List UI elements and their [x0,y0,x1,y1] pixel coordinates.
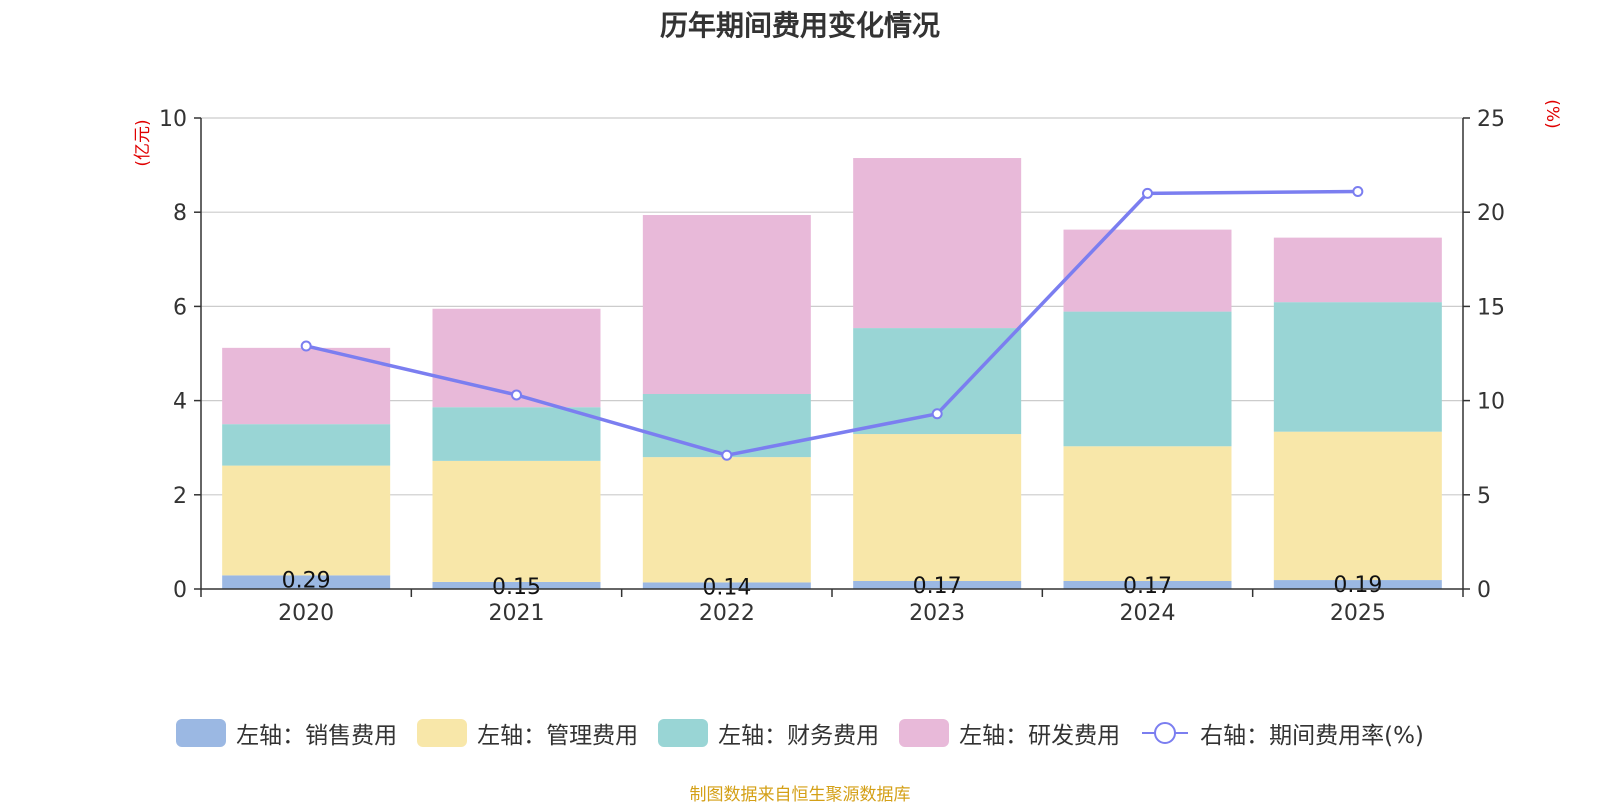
source-note: 制图数据来自恒生聚源数据库 [689,785,911,805]
legend-swatch-sales [176,719,227,747]
chart-title: 历年期间费用变化情况 [659,9,940,42]
legend-label-sales: 左轴：销售费用 [236,723,398,749]
rate-point [511,389,522,401]
bar-segment [1063,446,1232,581]
legend-item-admin[interactable]: 左轴：管理费用 [417,716,638,750]
bar-data-label: 0.19 [1333,573,1382,598]
rate-point [300,340,312,352]
rate-line [305,189,1358,458]
bar-segment [1063,229,1232,312]
y-right-axis-label: (%) [1542,99,1562,128]
legend-item-sales[interactable]: 左轴：销售费用 [176,716,397,750]
y-left-tick-label: 10 [159,107,187,132]
bar-segment [642,582,811,589]
bar-data-label: 0.17 [913,574,962,599]
bar-segment [222,575,391,589]
bar-segment [1273,302,1442,432]
x-tick-label: 2020 [278,601,334,626]
x-tick-label: 2023 [909,601,965,626]
bar-segment [1273,431,1442,581]
bar-segment [222,465,391,576]
y-right-tick-label: 5 [1477,484,1491,509]
rate-point [721,449,733,461]
y-right-tick-label: 15 [1477,295,1505,320]
y-right-tick-label: 10 [1477,390,1505,415]
rate-point [1142,187,1153,199]
bar-segment [853,434,1022,581]
bar-segment [853,580,1022,589]
y-right-tick-label: 25 [1477,107,1505,132]
bar-segment [642,215,811,395]
bar-segment [1063,311,1232,447]
y-left-tick-label: 2 [173,484,187,509]
y-left-tick-label: 8 [173,201,187,226]
rate-point [1352,185,1364,197]
bar-segment [642,394,811,458]
chart-svg: 02468100510152025(亿元)(%)0.2920200.152021… [133,99,1562,626]
x-tick-label: 2024 [1120,601,1176,626]
bar-segment [222,424,391,466]
bar-segment [1273,580,1442,589]
legend-item-finance[interactable]: 左轴：财务费用 [658,716,879,750]
y-right-tick-label: 0 [1477,578,1491,603]
legend: 左轴：销售费用 左轴：管理费用 左轴：财务费用 左轴：研发费用 右轴：期间费用率… [0,716,1600,750]
bar-segment [1063,580,1232,589]
legend-swatch-admin [417,719,468,747]
bar-segment [432,460,601,582]
y-right-tick-label: 20 [1477,201,1505,226]
legend-item-rnd[interactable]: 左轴：研发费用 [899,716,1120,750]
legend-swatch-rnd [899,719,950,747]
rate-point [931,408,943,420]
bar-segment [642,457,811,583]
legend-swatch-finance [658,719,709,747]
bar-segment [853,158,1022,329]
y-left-tick-label: 4 [173,390,187,415]
y-left-tick-label: 6 [173,295,187,320]
x-tick-label: 2022 [699,601,755,626]
legend-item-rate[interactable]: 右轴：期间费用率(%) [1140,716,1424,750]
bar-data-label: 0.14 [702,575,751,600]
bar-data-label: 0.17 [1123,574,1172,599]
y-left-axis-label: (亿元) [133,119,153,166]
legend-line-marker-icon [1142,722,1189,744]
legend-label-rate: 右轴：期间费用率(%) [1200,723,1424,749]
bar-segment [1273,237,1442,303]
legend-label-finance: 左轴：财务费用 [718,723,880,749]
y-left-tick-label: 0 [173,578,187,603]
legend-label-rnd: 左轴：研发费用 [959,723,1121,749]
legend-label-admin: 左轴：管理费用 [477,723,639,749]
bar-segment [432,407,601,461]
bar-data-label: 0.15 [492,575,541,600]
x-tick-label: 2025 [1330,601,1386,626]
x-tick-label: 2021 [489,601,545,626]
bar-segment [432,581,601,589]
